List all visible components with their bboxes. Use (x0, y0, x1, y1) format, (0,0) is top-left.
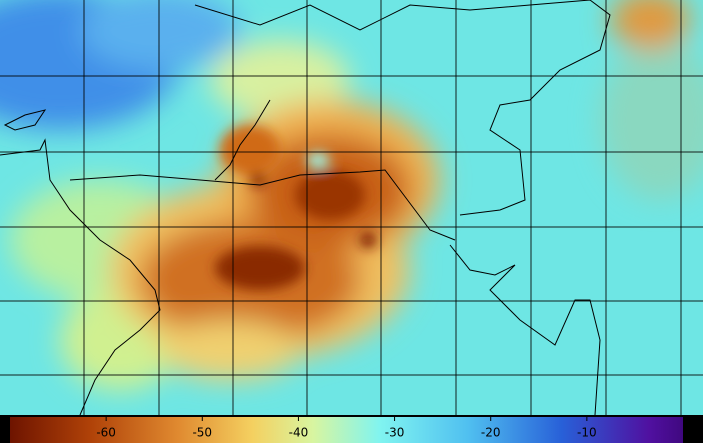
imagery (0, 0, 703, 415)
colorbar (10, 417, 683, 443)
tick-label: -60 (96, 426, 116, 440)
tick-label: -30 (385, 426, 405, 440)
tick-label: -50 (192, 426, 212, 440)
coastlines (0, 0, 611, 416)
tick-label: -20 (481, 426, 501, 440)
tick-label: -10 (577, 426, 597, 440)
lat-lon-grid (0, 0, 703, 415)
tick-label: -40 (289, 426, 309, 440)
